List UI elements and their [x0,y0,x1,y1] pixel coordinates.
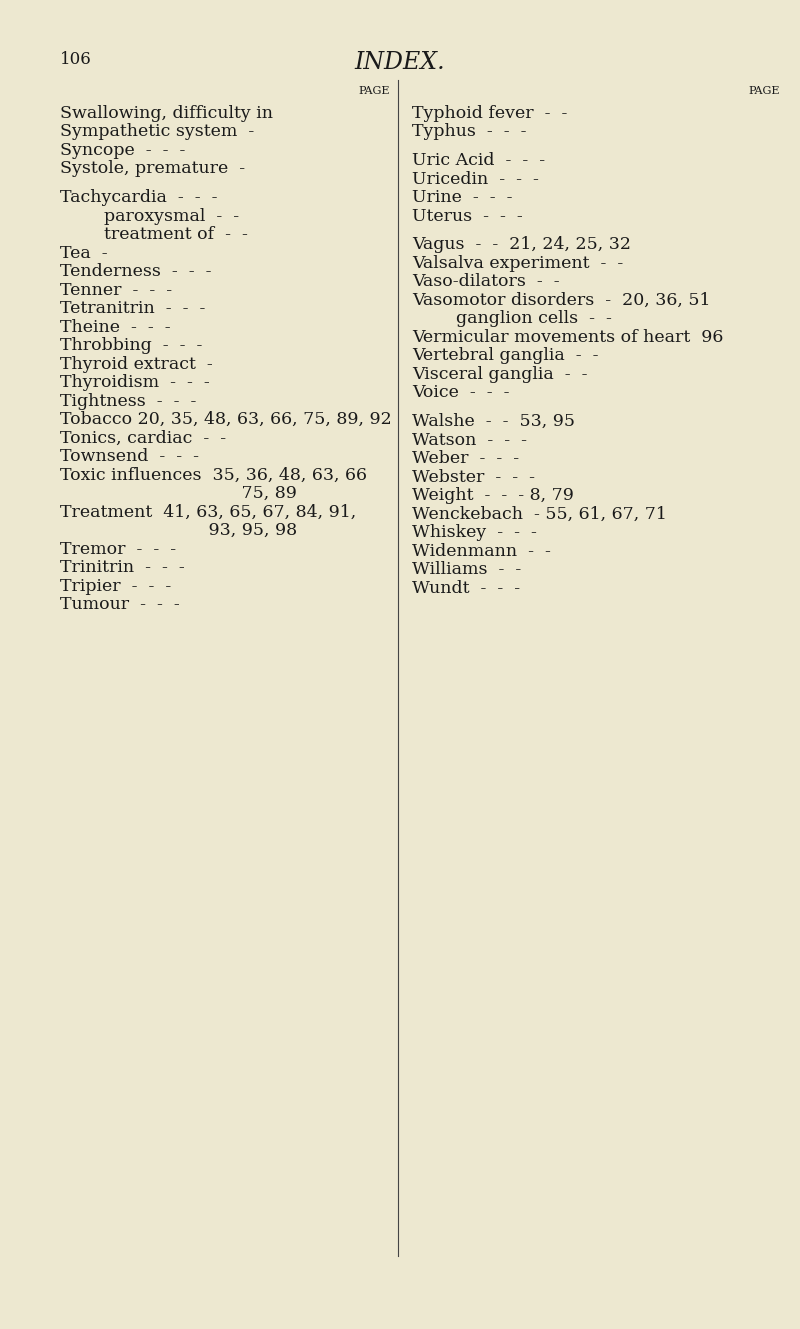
Text: Wundt  -  -  -: Wundt - - - [412,579,520,597]
Text: Sympathetic system  -: Sympathetic system - [60,124,254,141]
Text: Syncope  -  -  -: Syncope - - - [60,142,186,159]
Text: ganglion cells  -  -: ganglion cells - - [412,311,612,327]
Text: Voice  -  -  -: Voice - - - [412,384,510,401]
Text: Widenmann  -  -: Widenmann - - [412,542,551,560]
Text: Tremor  -  -  -: Tremor - - - [60,541,176,558]
Text: Typhus  -  -  -: Typhus - - - [412,124,526,141]
Text: Tenderness  -  -  -: Tenderness - - - [60,263,211,280]
Text: Swallowing, difficulty in: Swallowing, difficulty in [60,105,273,122]
Text: 93, 95, 98: 93, 95, 98 [60,522,297,540]
Text: Williams  -  -: Williams - - [412,561,522,578]
Text: Weber  -  -  -: Weber - - - [412,451,519,466]
Text: Vasomotor disorders  -  20, 36, 51: Vasomotor disorders - 20, 36, 51 [412,292,710,308]
Text: Systole, premature  -: Systole, premature - [60,161,245,178]
Text: Vermicular movements of heart  96: Vermicular movements of heart 96 [412,328,723,346]
Text: Tetranitrin  -  -  -: Tetranitrin - - - [60,300,206,318]
Text: Tightness  -  -  -: Tightness - - - [60,392,196,409]
Text: Visceral ganglia  -  -: Visceral ganglia - - [412,365,587,383]
Text: 75, 89: 75, 89 [60,485,297,502]
Text: Weight  -  -  - 8, 79: Weight - - - 8, 79 [412,486,574,504]
Text: Townsend  -  -  -: Townsend - - - [60,448,199,465]
Text: Trinitrin  -  -  -: Trinitrin - - - [60,560,185,577]
Text: Tonics, cardiac  -  -: Tonics, cardiac - - [60,429,226,447]
Text: Vagus  -  -  21, 24, 25, 32: Vagus - - 21, 24, 25, 32 [412,237,631,254]
Text: Uricedin  -  -  -: Uricedin - - - [412,170,539,187]
Text: Urine  -  -  -: Urine - - - [412,189,513,206]
Text: Uric Acid  -  -  -: Uric Acid - - - [412,152,545,169]
Text: Thyroidism  -  -  -: Thyroidism - - - [60,375,210,391]
Text: PAGE: PAGE [359,86,390,97]
Text: Typhoid fever  -  -: Typhoid fever - - [412,105,567,122]
Text: Webster  -  -  -: Webster - - - [412,469,535,485]
Text: paroxysmal  -  -: paroxysmal - - [60,207,239,225]
Text: Valsalva experiment  -  -: Valsalva experiment - - [412,255,623,272]
Text: Watson  -  -  -: Watson - - - [412,432,527,448]
Text: Tumour  -  -  -: Tumour - - - [60,597,180,613]
Text: Tea  -: Tea - [60,245,118,262]
Text: treatment of  -  -: treatment of - - [60,226,248,243]
Text: Tobacco 20, 35, 48, 63, 66, 75, 89, 92: Tobacco 20, 35, 48, 63, 66, 75, 89, 92 [60,411,392,428]
Text: Toxic influences  35, 36, 48, 63, 66: Toxic influences 35, 36, 48, 63, 66 [60,466,367,484]
Text: Treatment  41, 63, 65, 67, 84, 91,: Treatment 41, 63, 65, 67, 84, 91, [60,504,356,521]
Text: Theine  -  -  -: Theine - - - [60,319,170,336]
Text: Tripier  -  -  -: Tripier - - - [60,578,171,594]
Text: Uterus  -  -  -: Uterus - - - [412,207,522,225]
Text: Throbbing  -  -  -: Throbbing - - - [60,338,202,354]
Text: Vaso-dilators  -  -: Vaso-dilators - - [412,274,560,290]
Text: PAGE: PAGE [749,86,780,97]
Text: Walshe  -  -  53, 95: Walshe - - 53, 95 [412,413,575,431]
Text: INDEX.: INDEX. [354,51,446,73]
Text: Wenckebach  - 55, 61, 67, 71: Wenckebach - 55, 61, 67, 71 [412,505,667,522]
Text: Tenner  -  -  -: Tenner - - - [60,282,172,299]
Text: Whiskey  -  -  -: Whiskey - - - [412,524,537,541]
Text: 106: 106 [60,51,92,68]
Text: Vertebral ganglia  -  -: Vertebral ganglia - - [412,347,598,364]
Text: Thyroid extract  -: Thyroid extract - [60,356,224,372]
Text: Tachycardia  -  -  -: Tachycardia - - - [60,189,218,206]
